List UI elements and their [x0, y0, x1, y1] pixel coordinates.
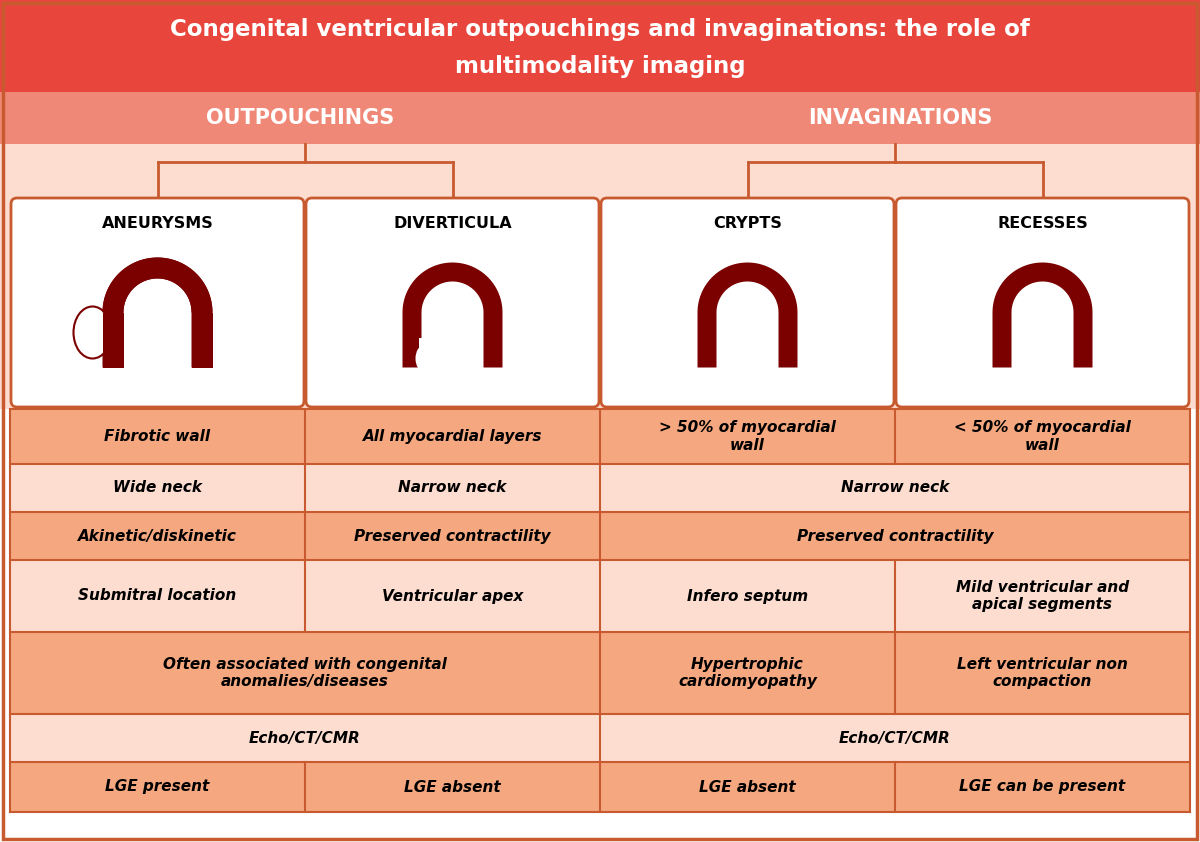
Bar [10, 560, 1190, 632]
Text: Narrow neck: Narrow neck [841, 481, 949, 495]
Bar [0, 0, 1200, 92]
Text: multimodality imaging: multimodality imaging [455, 55, 745, 77]
Bar [0, 92, 1200, 144]
Text: LGE absent: LGE absent [700, 780, 796, 795]
Text: Narrow neck: Narrow neck [398, 481, 506, 495]
FancyBboxPatch shape [896, 198, 1189, 407]
Bar [10, 762, 1190, 812]
Text: Fibrotic wall: Fibrotic wall [104, 429, 210, 444]
Text: LGE present: LGE present [106, 780, 210, 795]
Polygon shape [102, 312, 124, 367]
FancyBboxPatch shape [601, 198, 894, 407]
Bar [10, 464, 1190, 512]
Bar [10, 632, 1190, 714]
FancyBboxPatch shape [306, 198, 599, 407]
Bar [10, 512, 1190, 560]
Polygon shape [192, 312, 212, 367]
Polygon shape [742, 323, 750, 342]
Text: Often associated with congenital
anomalies/diseases: Often associated with congenital anomali… [163, 657, 446, 690]
Bar [10, 409, 1190, 464]
Polygon shape [697, 263, 798, 367]
Text: Infero septum: Infero septum [686, 589, 808, 604]
Polygon shape [402, 263, 503, 367]
Text: OUTPOUCHINGS: OUTPOUCHINGS [206, 108, 394, 128]
Polygon shape [1042, 332, 1048, 342]
Polygon shape [102, 258, 212, 312]
Polygon shape [419, 338, 428, 349]
Polygon shape [102, 258, 212, 367]
Text: Submitral location: Submitral location [78, 589, 236, 604]
Polygon shape [992, 263, 1092, 367]
Text: Preserved contractility: Preserved contractility [354, 529, 551, 543]
Ellipse shape [73, 306, 112, 359]
Text: Wide neck: Wide neck [113, 481, 202, 495]
Text: Congenital ventricular outpouchings and invaginations: the role of: Congenital ventricular outpouchings and … [170, 18, 1030, 41]
FancyBboxPatch shape [11, 198, 304, 407]
Text: LGE can be present: LGE can be present [960, 780, 1126, 795]
Text: Ventricular apex: Ventricular apex [382, 589, 523, 604]
Text: Echo/CT/CMR: Echo/CT/CMR [839, 731, 950, 745]
Text: ANEURYSMS: ANEURYSMS [102, 216, 214, 232]
Text: Preserved contractility: Preserved contractility [797, 529, 994, 543]
Text: Akinetic/diskinetic: Akinetic/diskinetic [78, 529, 236, 543]
Text: RECESSES: RECESSES [997, 216, 1088, 232]
Text: All myocardial layers: All myocardial layers [362, 429, 542, 444]
Text: DIVERTICULA: DIVERTICULA [394, 216, 512, 232]
Text: LGE absent: LGE absent [404, 780, 500, 795]
Text: Left ventricular non
compaction: Left ventricular non compaction [958, 657, 1128, 690]
Text: INVAGINATIONS: INVAGINATIONS [808, 108, 992, 128]
Ellipse shape [415, 345, 432, 371]
Text: < 50% of myocardial
wall: < 50% of myocardial wall [954, 420, 1130, 453]
Text: CRYPTS: CRYPTS [713, 216, 782, 232]
Text: Hypertrophic
cardiomyopathy: Hypertrophic cardiomyopathy [678, 657, 817, 690]
Bar [10, 714, 1190, 762]
Bar [0, 144, 1200, 409]
Text: > 50% of myocardial
wall: > 50% of myocardial wall [659, 420, 836, 453]
Text: Mild ventricular and
apical segments: Mild ventricular and apical segments [956, 580, 1129, 612]
Text: Echo/CT/CMR: Echo/CT/CMR [250, 731, 361, 745]
